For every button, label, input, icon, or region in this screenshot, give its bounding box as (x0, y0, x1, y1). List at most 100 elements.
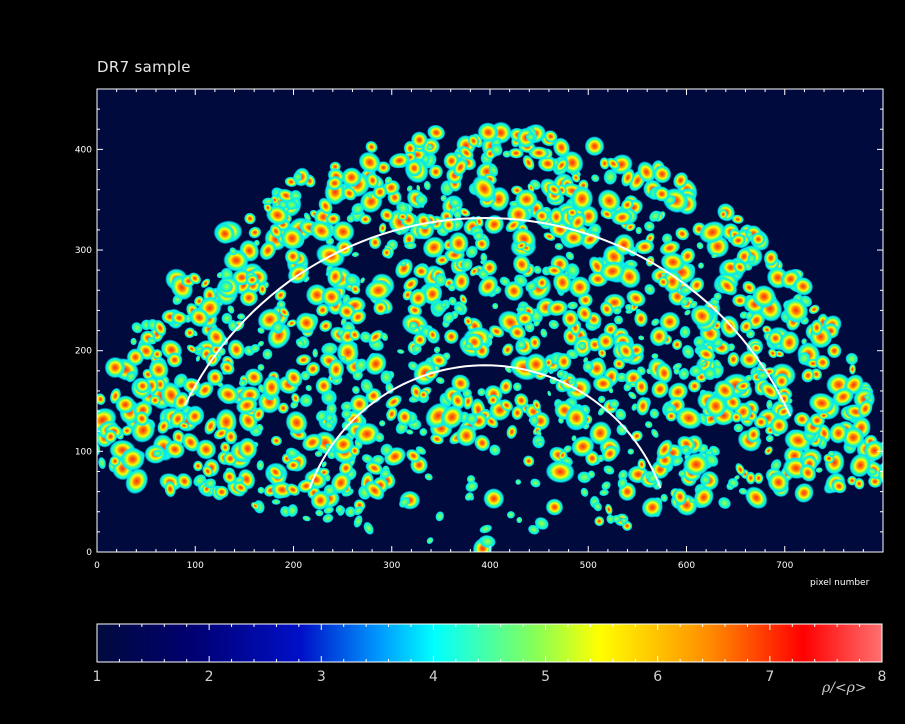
density-blob (300, 370, 311, 381)
density-blob (580, 230, 601, 248)
density-blob (239, 288, 259, 307)
density-blob (152, 449, 163, 458)
density-blob (727, 477, 739, 488)
density-blob (653, 186, 671, 202)
density-blob (270, 435, 283, 447)
density-blob (166, 352, 183, 368)
density-blob (511, 405, 524, 421)
density-blob (529, 414, 539, 427)
density-blob (569, 212, 587, 232)
density-blob (783, 297, 809, 324)
density-blob (269, 223, 283, 239)
density-blob (484, 214, 505, 235)
density-blob (103, 429, 118, 444)
density-blob (256, 459, 265, 471)
y-tick-label: 400 (75, 145, 92, 155)
x-tick-label: 100 (187, 561, 204, 571)
density-blob (433, 346, 441, 354)
density-blob (285, 483, 301, 497)
density-blob (637, 161, 656, 184)
density-blob (384, 176, 393, 185)
density-blob (253, 239, 260, 247)
density-blob (599, 261, 626, 282)
axes: 0 100 200 300 400 500 600 700 0 100 200 300 400 (75, 89, 883, 571)
density-blob (600, 208, 614, 220)
density-blob (651, 353, 659, 360)
density-blob (614, 408, 627, 421)
density-blob (801, 338, 808, 345)
density-blob (611, 209, 633, 226)
density-blob (326, 175, 344, 191)
density-blob (659, 311, 681, 333)
density-blob (427, 124, 446, 141)
density-blob (584, 136, 605, 157)
density-blob (617, 476, 628, 490)
density-blob (385, 394, 403, 409)
density-blob (227, 305, 235, 314)
density-blob (644, 420, 653, 429)
density-blob (396, 229, 403, 236)
density-blob (82, 468, 96, 479)
density-blob (506, 424, 518, 440)
density-blob (258, 282, 267, 296)
density-blob (524, 280, 538, 293)
y-tick-label: 100 (75, 447, 92, 457)
density-blob (408, 288, 428, 309)
density-blob (690, 304, 714, 328)
density-blob (351, 202, 365, 216)
density-blob (222, 469, 237, 485)
density-blob (547, 390, 552, 397)
density-blob (635, 396, 650, 416)
density-blob (214, 485, 230, 499)
density-blob (148, 359, 169, 381)
density-blob (659, 240, 681, 256)
density-blob (522, 154, 535, 171)
density-blob (295, 312, 318, 334)
colorbar-tick-label: 6 (653, 669, 662, 685)
density-blob (204, 478, 217, 489)
density-blob (656, 439, 673, 460)
density-blob (235, 396, 258, 415)
density-blob (745, 230, 753, 239)
density-blob (514, 188, 538, 210)
density-blob (717, 496, 732, 510)
density-blob (440, 302, 448, 309)
density-blob (671, 455, 684, 467)
density-blob (657, 276, 669, 288)
density-blob (603, 465, 615, 475)
density-blob (346, 214, 355, 223)
density-blob (278, 306, 290, 318)
density-blob (455, 424, 477, 447)
density-blob (599, 301, 614, 317)
density-blob (295, 338, 305, 349)
density-blob (353, 514, 363, 528)
colorbar-tick-label: 2 (205, 669, 214, 685)
density-blob (429, 433, 445, 445)
density-blob (848, 363, 857, 375)
density-blob (671, 338, 683, 351)
density-blob (323, 420, 335, 430)
density-blob (257, 363, 265, 371)
density-blob (367, 191, 372, 199)
density-blob (414, 193, 428, 207)
density-blob (302, 515, 311, 522)
x-tick-label: 700 (776, 561, 793, 571)
density-blob (324, 473, 331, 482)
density-blob (178, 421, 190, 430)
density-blob (472, 231, 485, 242)
density-blob (125, 370, 137, 383)
density-blob (684, 309, 691, 316)
density-blob (627, 448, 635, 455)
density-blob (548, 319, 560, 330)
x-axis-label: pixel number (810, 578, 870, 588)
density-blob (271, 498, 281, 505)
density-blob (422, 236, 446, 259)
density-blob (466, 474, 476, 484)
density-blob (364, 279, 392, 302)
density-blob (580, 487, 589, 498)
density-blob (528, 335, 541, 350)
density-blob (696, 346, 716, 362)
density-blob (597, 189, 621, 213)
density-blob (672, 487, 688, 506)
density-blob (188, 307, 210, 328)
